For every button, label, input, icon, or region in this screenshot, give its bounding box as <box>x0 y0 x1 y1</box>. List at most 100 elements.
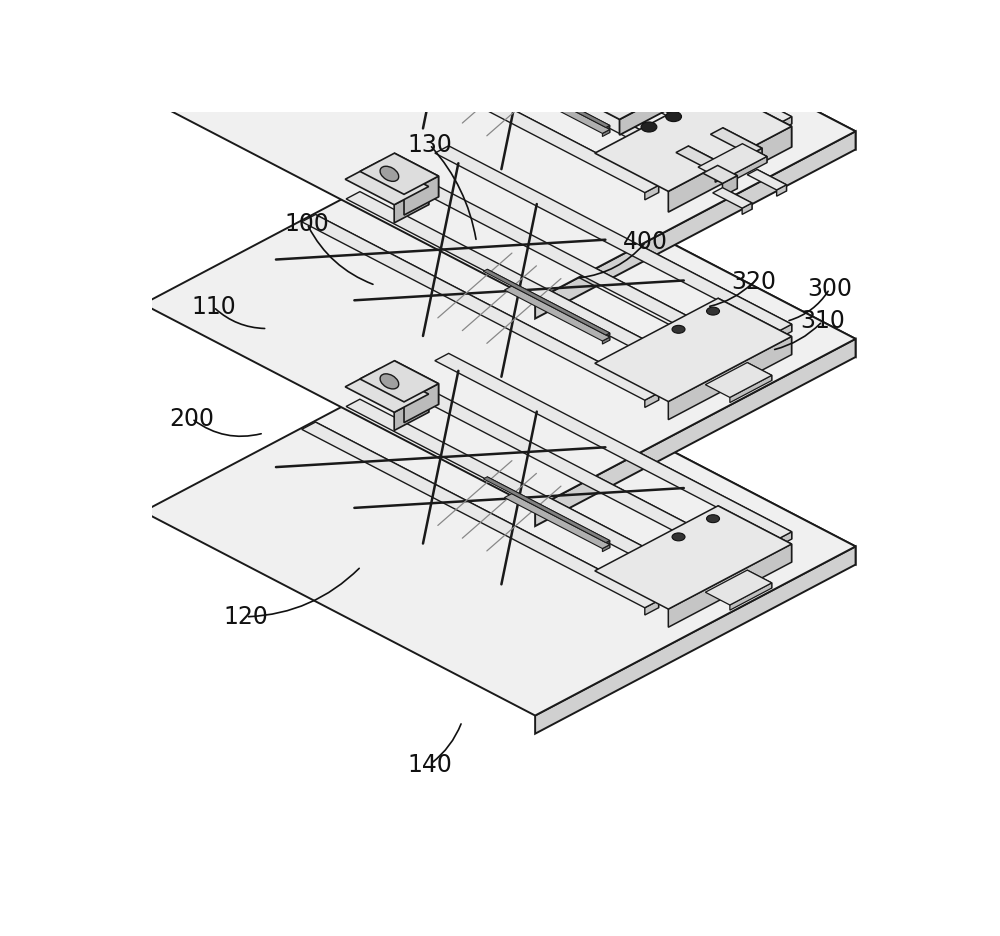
Polygon shape <box>718 299 792 355</box>
Ellipse shape <box>707 515 720 522</box>
Polygon shape <box>512 493 610 548</box>
Polygon shape <box>435 354 792 539</box>
Polygon shape <box>640 0 689 67</box>
Ellipse shape <box>690 101 706 111</box>
Polygon shape <box>742 144 767 163</box>
Polygon shape <box>747 169 786 190</box>
Polygon shape <box>668 336 792 419</box>
Polygon shape <box>302 7 659 193</box>
Ellipse shape <box>672 533 685 541</box>
Text: 100: 100 <box>285 212 330 236</box>
Polygon shape <box>390 0 747 147</box>
Ellipse shape <box>653 90 665 97</box>
Polygon shape <box>602 545 610 551</box>
Polygon shape <box>730 583 772 610</box>
Polygon shape <box>778 324 792 339</box>
Polygon shape <box>316 7 659 193</box>
Ellipse shape <box>715 91 731 101</box>
Polygon shape <box>757 169 786 191</box>
Polygon shape <box>487 62 610 127</box>
Polygon shape <box>620 67 718 135</box>
Ellipse shape <box>380 167 399 182</box>
Polygon shape <box>302 422 659 607</box>
Polygon shape <box>404 376 747 562</box>
Polygon shape <box>360 154 439 195</box>
Polygon shape <box>346 192 703 377</box>
Polygon shape <box>143 343 856 715</box>
Text: 120: 120 <box>223 605 268 629</box>
Polygon shape <box>404 384 439 423</box>
Polygon shape <box>723 156 767 186</box>
Ellipse shape <box>380 373 399 389</box>
Polygon shape <box>463 0 856 150</box>
Polygon shape <box>689 370 703 385</box>
Polygon shape <box>715 167 728 183</box>
Polygon shape <box>345 369 429 413</box>
Polygon shape <box>512 79 610 133</box>
Polygon shape <box>360 0 703 169</box>
Ellipse shape <box>374 161 404 186</box>
Polygon shape <box>742 203 752 214</box>
Polygon shape <box>449 354 792 539</box>
Polygon shape <box>463 135 856 357</box>
Polygon shape <box>632 0 644 97</box>
Polygon shape <box>723 128 762 157</box>
Polygon shape <box>435 0 792 124</box>
Polygon shape <box>718 88 792 147</box>
Polygon shape <box>645 393 659 407</box>
Text: 200: 200 <box>169 406 214 431</box>
Polygon shape <box>730 375 772 402</box>
Polygon shape <box>698 144 767 180</box>
Polygon shape <box>504 79 610 134</box>
Polygon shape <box>778 117 792 131</box>
Text: 140: 140 <box>407 753 452 777</box>
Ellipse shape <box>374 369 404 394</box>
Polygon shape <box>316 422 659 607</box>
Polygon shape <box>512 286 610 340</box>
Polygon shape <box>435 146 792 331</box>
Polygon shape <box>143 135 856 508</box>
Polygon shape <box>535 547 856 734</box>
Polygon shape <box>602 129 610 137</box>
Polygon shape <box>360 399 703 585</box>
Polygon shape <box>602 337 610 344</box>
Polygon shape <box>645 185 659 200</box>
Polygon shape <box>595 88 792 191</box>
Polygon shape <box>668 544 792 627</box>
Polygon shape <box>302 214 659 401</box>
Ellipse shape <box>702 64 714 71</box>
Polygon shape <box>703 166 737 183</box>
Polygon shape <box>360 360 439 402</box>
Polygon shape <box>483 476 610 543</box>
Polygon shape <box>606 540 610 545</box>
Polygon shape <box>668 126 792 212</box>
Polygon shape <box>689 578 703 592</box>
Polygon shape <box>394 360 439 404</box>
Polygon shape <box>713 188 752 208</box>
Polygon shape <box>595 0 644 91</box>
Polygon shape <box>777 184 786 197</box>
Polygon shape <box>595 505 792 609</box>
Polygon shape <box>380 369 429 412</box>
Polygon shape <box>380 161 429 205</box>
Polygon shape <box>463 343 856 564</box>
Polygon shape <box>606 333 610 337</box>
Polygon shape <box>404 168 747 355</box>
Ellipse shape <box>678 77 689 84</box>
Polygon shape <box>535 339 856 526</box>
Polygon shape <box>688 146 728 176</box>
Polygon shape <box>676 146 728 173</box>
Text: 320: 320 <box>731 270 776 294</box>
Polygon shape <box>595 299 792 402</box>
Polygon shape <box>404 0 439 7</box>
Polygon shape <box>750 148 762 164</box>
Polygon shape <box>143 0 856 300</box>
Ellipse shape <box>672 326 685 333</box>
Polygon shape <box>747 570 772 588</box>
Polygon shape <box>747 362 772 381</box>
Polygon shape <box>689 163 703 177</box>
Text: 300: 300 <box>807 277 852 300</box>
Polygon shape <box>316 214 659 401</box>
Polygon shape <box>360 192 703 377</box>
Polygon shape <box>394 186 429 223</box>
